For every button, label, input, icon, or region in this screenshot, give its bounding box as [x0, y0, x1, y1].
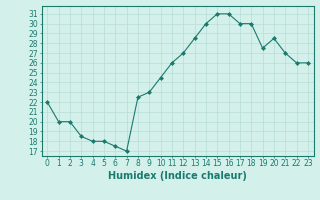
X-axis label: Humidex (Indice chaleur): Humidex (Indice chaleur) — [108, 171, 247, 181]
